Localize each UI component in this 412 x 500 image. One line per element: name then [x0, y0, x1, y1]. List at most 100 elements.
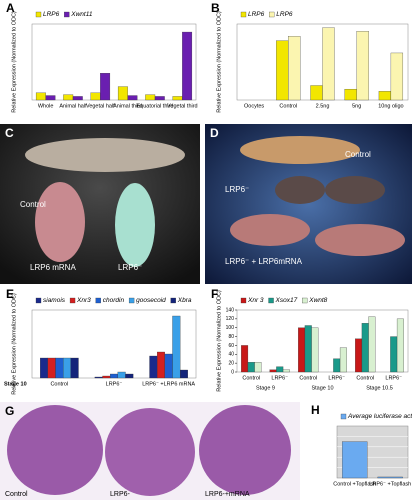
- bar: [282, 369, 290, 373]
- bar: [390, 336, 398, 373]
- x-tick-label: Control: [279, 103, 297, 109]
- x-tick-label: LRP6⁻: [385, 375, 402, 381]
- panel-letter: E: [6, 287, 14, 301]
- panel-letter: B: [211, 1, 220, 15]
- bar: [390, 52, 404, 101]
- image-label: Control: [20, 200, 46, 209]
- x-tick-label: LRP6⁻ +LRP6 mRNA: [142, 381, 195, 387]
- panel-letter: G: [5, 404, 14, 418]
- bar: [377, 476, 403, 479]
- section: [105, 408, 195, 496]
- bar: [396, 318, 404, 373]
- x-tick-label: 5ng: [352, 103, 361, 109]
- x-tick-label: Control: [242, 375, 260, 381]
- bar: [182, 31, 193, 101]
- x-tick-label: Whole: [38, 103, 54, 109]
- bar: [47, 357, 56, 379]
- bar: [339, 347, 347, 373]
- x-tick-label: 10ng oligo: [378, 103, 403, 109]
- bar: [127, 95, 138, 101]
- image-label: LRP6⁻ + LRP6mRNA: [225, 257, 303, 266]
- x-tick-label: Equatorial third: [137, 103, 174, 109]
- legend-swatch: [302, 297, 308, 304]
- embryo: [315, 224, 405, 256]
- section: [7, 405, 103, 495]
- legend-swatch: [95, 297, 101, 304]
- panel-letter: D: [210, 126, 219, 140]
- bar: [90, 92, 101, 101]
- x-tick-label: Vegetal half: [86, 103, 115, 109]
- bar: [154, 96, 165, 101]
- bar: [368, 316, 376, 373]
- bar: [55, 357, 64, 379]
- x-tick-label: Control: [50, 381, 68, 387]
- legend-label: LRP6: [276, 11, 293, 18]
- bar: [322, 27, 335, 101]
- y-tick-label: 60: [228, 343, 234, 349]
- image-label: LRP6⁻: [225, 185, 249, 194]
- bar: [40, 357, 49, 379]
- bar: [149, 355, 158, 379]
- bar: [145, 94, 156, 101]
- legend-swatch: [64, 11, 70, 18]
- bar: [100, 73, 111, 101]
- legend-label: siamois: [43, 297, 66, 304]
- x-tick-label: LRP6⁻ +Topflash: [369, 481, 411, 487]
- bar: [172, 96, 183, 101]
- bar: [361, 323, 369, 373]
- bar: [94, 376, 103, 379]
- legend-swatch: [128, 297, 135, 304]
- x-tick-label: Control: [356, 375, 374, 381]
- bar: [247, 362, 255, 373]
- plot-area: [236, 309, 409, 373]
- embryo: [275, 176, 325, 204]
- bar: [276, 40, 289, 101]
- y-axis-label: Relative Expression (Normalized to ODC): [11, 293, 17, 395]
- panel-letter: F: [211, 287, 218, 301]
- y-tick-label: 0: [231, 369, 234, 375]
- bar: [254, 362, 262, 373]
- x-tick-label: Animal third: [113, 103, 142, 109]
- panel-letter: C: [5, 126, 14, 140]
- bar: [172, 315, 181, 379]
- legend-swatch: [268, 297, 274, 304]
- x-tick-label: LRP6⁻: [106, 381, 123, 387]
- legend-swatch: [340, 413, 347, 420]
- y-tick-label: 100: [226, 325, 235, 331]
- x-tick-label: Animal half: [59, 103, 87, 109]
- bar: [342, 441, 368, 479]
- x-tick-label: Vegetal third: [167, 103, 198, 109]
- embryo: [35, 182, 85, 262]
- x-tick-label: Control: [299, 375, 317, 381]
- image-label: LRP6⁻: [118, 263, 142, 272]
- legend-label: LRP6: [248, 11, 265, 18]
- stage-label: Stage 10.5: [366, 385, 393, 391]
- embryo: [240, 136, 360, 164]
- legend-label: Xnr 3: [247, 297, 264, 304]
- bar: [102, 375, 111, 379]
- embryo: [230, 214, 310, 246]
- legend-swatch: [35, 11, 42, 18]
- panel-letter: A: [6, 1, 15, 15]
- bar: [72, 96, 83, 101]
- image-label: LRP6-: [110, 491, 131, 498]
- x-tick-label: 2.5ng: [316, 103, 330, 109]
- bar: [333, 358, 341, 373]
- legend-label: Xwnt11: [70, 11, 93, 18]
- y-tick-label: 20: [228, 360, 234, 366]
- x-tick-label: LRP6⁻: [271, 375, 288, 381]
- image-label: LRP6 mRNA: [30, 263, 76, 272]
- legend-label: Average luciferase activity: [347, 413, 412, 420]
- y-axis-label: Relative Expression (Normalized to ODC): [216, 290, 222, 392]
- plot-area: [31, 23, 197, 101]
- legend-label: Xbra: [177, 297, 192, 304]
- y-axis-label: Relative Expression (Normalized to ODC): [11, 11, 17, 113]
- legend-swatch: [269, 11, 275, 18]
- bar: [344, 88, 357, 101]
- image-label: LRP6-+mRNA: [205, 491, 250, 498]
- legend-swatch: [240, 11, 247, 18]
- bar: [179, 369, 188, 379]
- y-tick-label: 140: [226, 307, 235, 313]
- embryo: [25, 138, 185, 172]
